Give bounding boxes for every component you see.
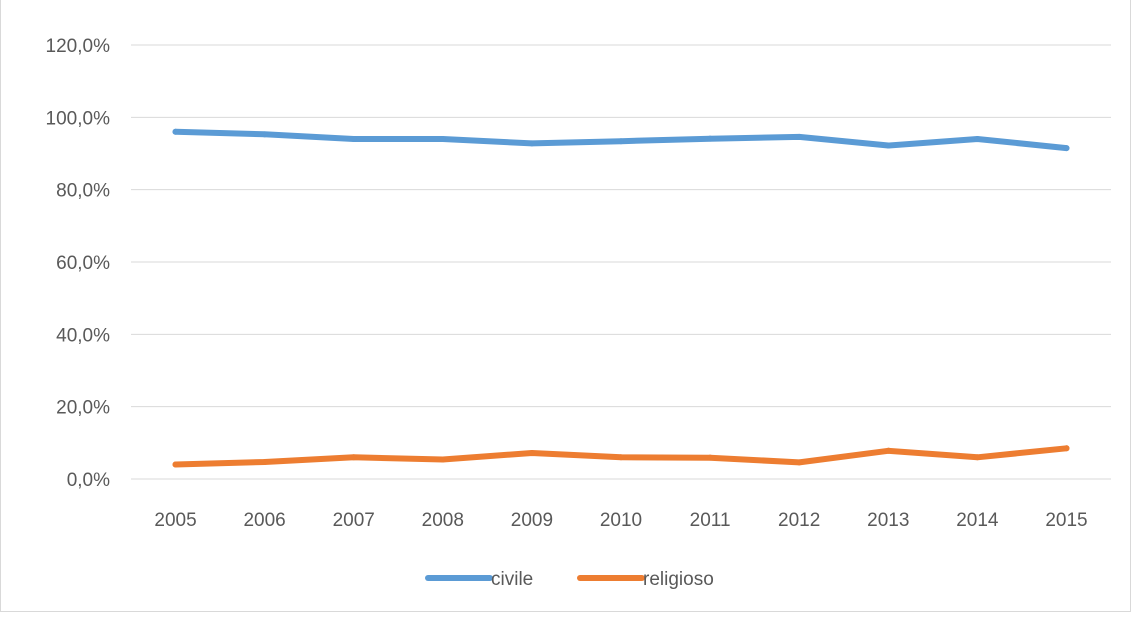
data-point-civile bbox=[172, 128, 179, 135]
data-point-religioso bbox=[707, 454, 714, 461]
x-tick-label: 2006 bbox=[243, 510, 285, 531]
x-tick-label: 2013 bbox=[867, 510, 909, 531]
data-point-civile bbox=[261, 131, 268, 138]
data-point-religioso bbox=[618, 454, 624, 461]
series-lines bbox=[172, 128, 1070, 468]
y-tick-label: 20,0% bbox=[56, 398, 110, 419]
x-axis-tick-labels: 2005 2006 2007 2008 2009 2010 2011 2012 2013 2014… bbox=[154, 510, 1087, 531]
x-tick-label: 2011 bbox=[690, 510, 731, 531]
y-tick-label: 80,0% bbox=[56, 181, 110, 202]
data-point-civile bbox=[974, 136, 981, 143]
data-point-religioso bbox=[974, 454, 981, 461]
x-tick-label: 2014 bbox=[956, 510, 999, 531]
legend-label-religioso: religioso bbox=[643, 569, 714, 590]
x-tick-label: 2012 bbox=[778, 510, 820, 531]
x-tick-label: 2015 bbox=[1045, 510, 1087, 531]
x-tick-label: 2007 bbox=[333, 510, 375, 531]
data-point-religioso bbox=[439, 456, 446, 463]
data-point-religioso bbox=[350, 454, 357, 461]
data-point-civile bbox=[796, 133, 803, 140]
data-point-civile bbox=[618, 138, 624, 145]
legend-label-civile: civile bbox=[491, 569, 533, 590]
y-tick-label: 40,0% bbox=[56, 325, 110, 346]
gridlines bbox=[131, 44, 1111, 480]
y-tick-label: 100,0% bbox=[46, 108, 111, 129]
data-point-religioso bbox=[528, 449, 535, 456]
y-tick-label: 0,0% bbox=[67, 470, 110, 491]
data-point-civile bbox=[885, 142, 892, 149]
data-point-civile bbox=[1063, 145, 1070, 152]
y-tick-label: 60,0% bbox=[56, 253, 110, 274]
x-tick-label: 2008 bbox=[422, 510, 464, 531]
data-point-civile bbox=[439, 136, 446, 143]
data-point-religioso bbox=[796, 459, 803, 466]
data-point-civile bbox=[350, 136, 357, 143]
data-point-religioso bbox=[1063, 445, 1070, 452]
x-tick-label: 2009 bbox=[511, 510, 553, 531]
y-axis-tick-labels: 0,0% 20,0% 40,0% 60,0% 80,0% 100,0% 120,0% bbox=[46, 36, 111, 491]
legend: civile religioso bbox=[425, 569, 714, 590]
data-point-civile bbox=[707, 135, 714, 142]
data-point-religioso bbox=[261, 459, 268, 466]
data-point-religioso bbox=[172, 461, 179, 468]
x-tick-label: 2005 bbox=[154, 510, 196, 531]
data-point-civile bbox=[528, 140, 535, 147]
x-tick-label: 2010 bbox=[600, 510, 642, 531]
y-tick-label: 120,0% bbox=[46, 36, 111, 57]
data-point-religioso bbox=[885, 447, 892, 454]
